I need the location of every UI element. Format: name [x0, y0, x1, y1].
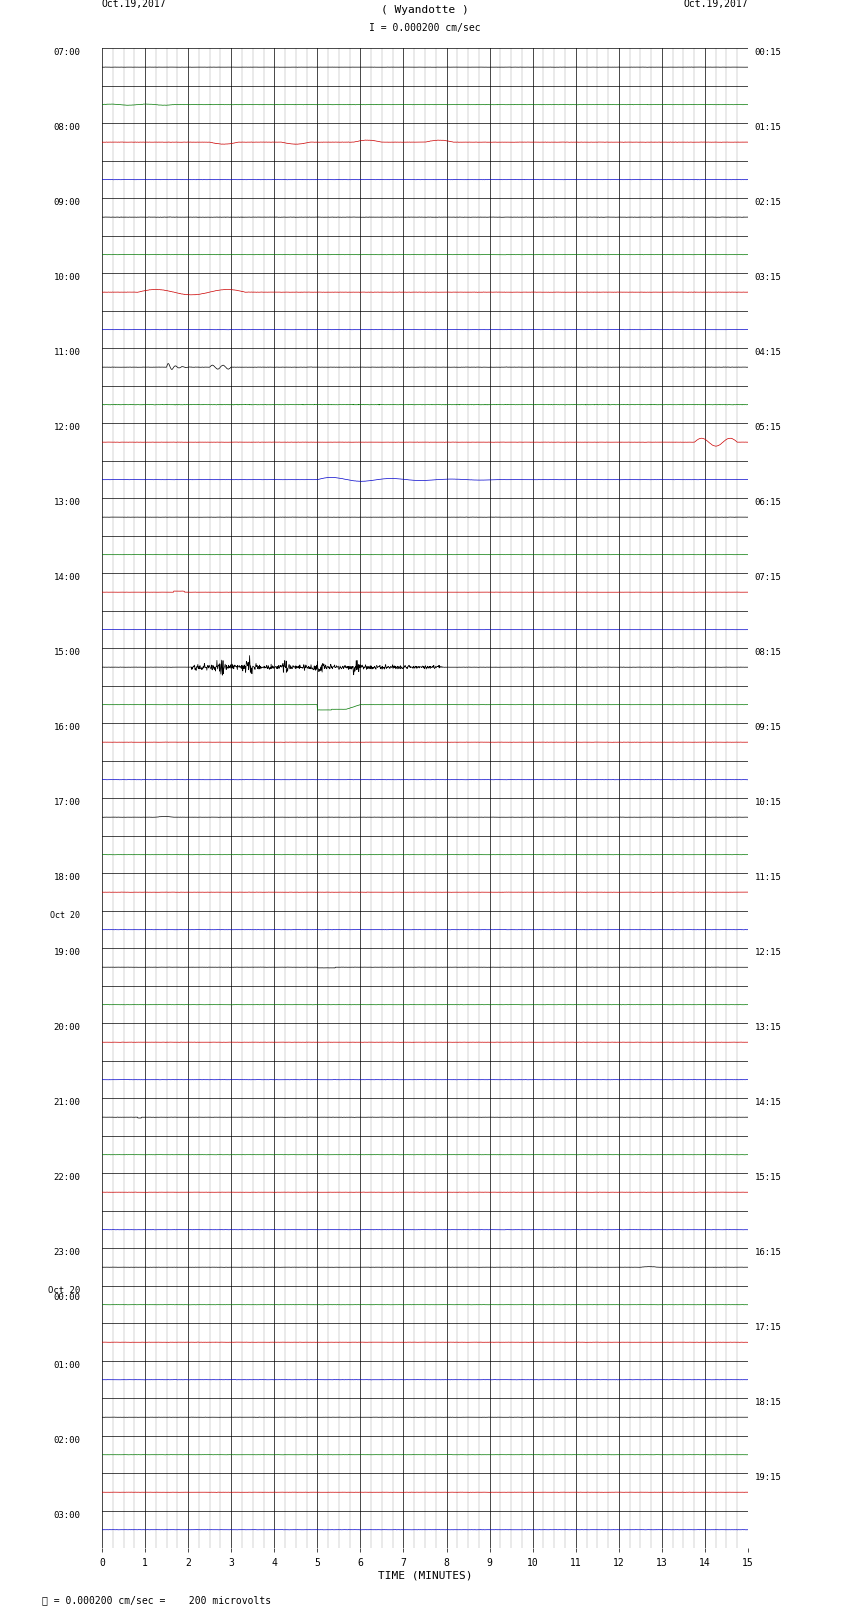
- Text: 02:00: 02:00: [54, 1436, 81, 1445]
- Text: 15:00: 15:00: [54, 648, 81, 658]
- Text: Oct 20: Oct 20: [50, 911, 81, 919]
- Text: 20:00: 20:00: [54, 1024, 81, 1032]
- Text: 09:15: 09:15: [755, 723, 781, 732]
- Text: 17:15: 17:15: [755, 1323, 781, 1332]
- Text: 13:15: 13:15: [755, 1024, 781, 1032]
- Text: 10:00: 10:00: [54, 274, 81, 282]
- Text: 16:15: 16:15: [755, 1248, 781, 1258]
- Text: 17:00: 17:00: [54, 798, 81, 808]
- Text: 11:00: 11:00: [54, 348, 81, 358]
- Text: 08:15: 08:15: [755, 648, 781, 658]
- Text: 07:15: 07:15: [755, 574, 781, 582]
- Text: Oct.19,2017: Oct.19,2017: [683, 0, 748, 10]
- Text: 10:15: 10:15: [755, 798, 781, 808]
- Text: 22:00: 22:00: [54, 1174, 81, 1182]
- Text: 19:00: 19:00: [54, 948, 81, 958]
- Text: 01:00: 01:00: [54, 1361, 81, 1369]
- Text: 08:00: 08:00: [54, 124, 81, 132]
- Text: 11:15: 11:15: [755, 874, 781, 882]
- Text: 01:15: 01:15: [755, 124, 781, 132]
- Text: 18:15: 18:15: [755, 1398, 781, 1408]
- Text: ℓ = 0.000200 cm/sec =    200 microvolts: ℓ = 0.000200 cm/sec = 200 microvolts: [42, 1595, 272, 1605]
- Text: 13:00: 13:00: [54, 498, 81, 508]
- Text: 03:00: 03:00: [54, 1511, 81, 1519]
- Text: 05:15: 05:15: [755, 424, 781, 432]
- Text: 21:00: 21:00: [54, 1098, 81, 1108]
- Text: 04:15: 04:15: [755, 348, 781, 358]
- Text: 14:00: 14:00: [54, 574, 81, 582]
- Text: 00:00: 00:00: [54, 1294, 81, 1302]
- Text: I = 0.000200 cm/sec: I = 0.000200 cm/sec: [369, 24, 481, 34]
- Text: 02:15: 02:15: [755, 198, 781, 208]
- Text: Oct 20: Oct 20: [48, 1286, 81, 1295]
- Text: 14:15: 14:15: [755, 1098, 781, 1108]
- Text: 12:00: 12:00: [54, 424, 81, 432]
- Text: 09:00: 09:00: [54, 198, 81, 208]
- Text: 07:00: 07:00: [54, 48, 81, 58]
- Text: 12:15: 12:15: [755, 948, 781, 958]
- Text: 00:15: 00:15: [755, 48, 781, 58]
- Text: 18:00: 18:00: [54, 874, 81, 882]
- Text: 23:00: 23:00: [54, 1248, 81, 1258]
- Text: 19:15: 19:15: [755, 1474, 781, 1482]
- X-axis label: TIME (MINUTES): TIME (MINUTES): [377, 1571, 473, 1581]
- Text: 06:15: 06:15: [755, 498, 781, 508]
- Text: Oct.19,2017: Oct.19,2017: [102, 0, 167, 10]
- Text: ( Wyandotte ): ( Wyandotte ): [381, 5, 469, 16]
- Text: 15:15: 15:15: [755, 1174, 781, 1182]
- Text: 03:15: 03:15: [755, 274, 781, 282]
- Text: 16:00: 16:00: [54, 723, 81, 732]
